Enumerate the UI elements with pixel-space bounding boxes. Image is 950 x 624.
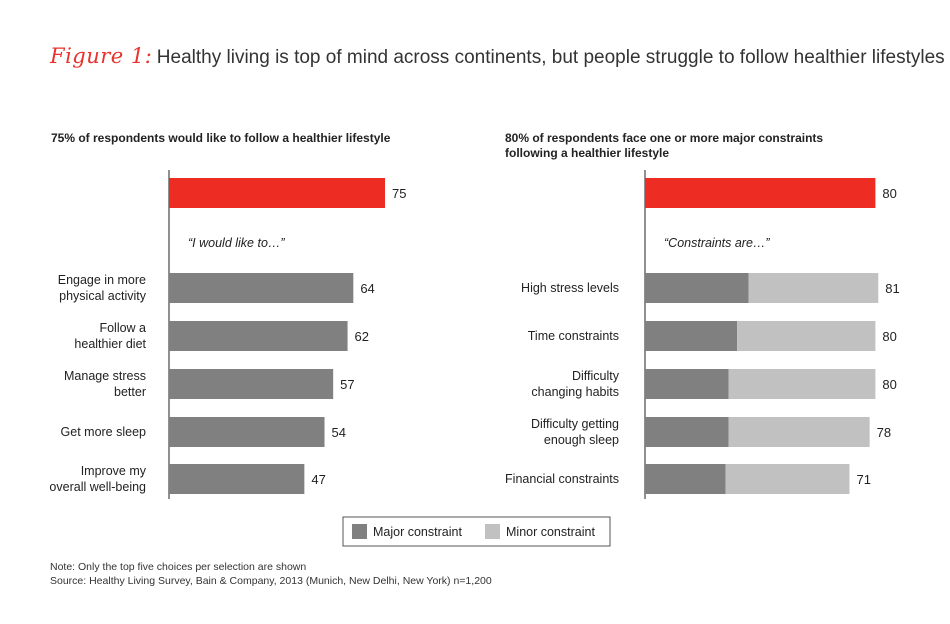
left-category-label: Manage stress	[64, 369, 146, 383]
legend-swatch-major	[352, 524, 367, 539]
right-category-label: Financial constraints	[505, 472, 619, 486]
right-category-label: Difficulty	[572, 369, 620, 383]
right-bar-major	[645, 321, 738, 351]
legend-box	[342, 516, 611, 547]
left-category-label: Improve my	[81, 464, 147, 478]
left-bar-value: 47	[311, 472, 325, 487]
right-chart-title: following a healthier lifestyle	[505, 146, 669, 160]
figure-title-text: Healthy living is top of mind across con…	[156, 47, 945, 68]
legend-label-minor: Minor constraint	[506, 525, 595, 539]
left-total-value: 75	[392, 186, 406, 201]
left-bar-value: 54	[332, 425, 346, 440]
right-bar-major	[645, 464, 726, 494]
right-bar-major	[645, 369, 729, 399]
right-bar-minor	[728, 369, 876, 399]
right-category-label: High stress levels	[521, 281, 619, 295]
right-total-value: 80	[882, 186, 896, 201]
right-bar-minor	[737, 321, 876, 351]
figure-title: Figure 1: Healthy living is top of mind …	[50, 44, 945, 69]
left-bar-value: 64	[360, 281, 374, 296]
notes: Note: Only the top five choices per sele…	[50, 560, 492, 588]
right-bar-major	[645, 273, 749, 303]
left-category-label: Engage in more	[58, 273, 146, 287]
left-bar	[169, 273, 354, 303]
left-category-label: healthier diet	[74, 337, 146, 351]
right-bar-total: 71	[856, 472, 870, 487]
left-category-label: Follow a	[99, 321, 146, 335]
right-subheading: “Constraints are…”	[664, 236, 770, 250]
left-bar	[169, 464, 305, 494]
left-bar	[169, 417, 325, 447]
left-category-label: Get more sleep	[61, 425, 147, 439]
left-category-label: physical activity	[59, 289, 147, 303]
left-bar	[169, 369, 334, 399]
left-category-label: better	[114, 385, 146, 399]
right-bar-total: 80	[882, 377, 896, 392]
right-bar-minor	[728, 417, 870, 447]
right-category-label: Difficulty getting	[531, 417, 619, 431]
right-bar-minor	[748, 273, 879, 303]
right-total-bar	[645, 178, 876, 208]
left-total-bar	[169, 178, 385, 208]
right-bar-total: 80	[882, 329, 896, 344]
note-text: Note: Only the top five choices per sele…	[50, 561, 307, 573]
right-category-label: changing habits	[531, 385, 619, 399]
left-subheading: “I would like to…”	[188, 236, 285, 250]
legend-swatch-minor	[485, 524, 500, 539]
right-category-label: enough sleep	[544, 433, 619, 447]
left-bar	[169, 321, 348, 351]
left-bar-value: 62	[355, 329, 369, 344]
right-bar-minor	[725, 464, 850, 494]
right-bar-total: 81	[885, 281, 899, 296]
right-chart-title: 80% of respondents face one or more majo…	[505, 131, 823, 145]
right-category-label: Time constraints	[528, 329, 619, 343]
left-bar-value: 57	[340, 377, 354, 392]
left-category-label: overall well-being	[49, 480, 146, 494]
right-bar-major	[645, 417, 729, 447]
figure-label: Figure 1:	[50, 44, 153, 68]
source-text: Source: Healthy Living Survey, Bain & Co…	[50, 575, 492, 587]
right-bar-total: 78	[877, 425, 891, 440]
left-chart-title: 75% of respondents would like to follow …	[51, 131, 391, 145]
legend-label-major: Major constraint	[373, 525, 462, 539]
